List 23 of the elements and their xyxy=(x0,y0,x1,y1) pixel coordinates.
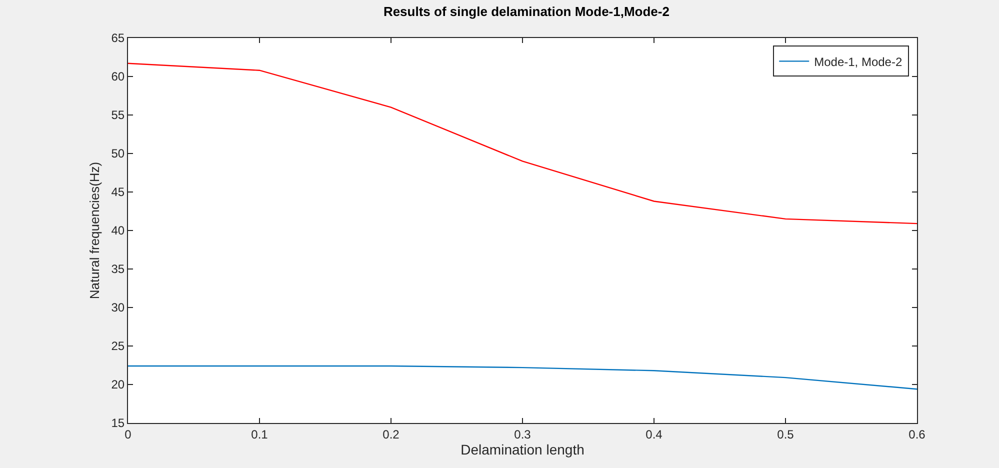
y-tick-label: 15 xyxy=(111,416,125,430)
y-tick-label: 45 xyxy=(111,185,125,200)
y-tick-label: 60 xyxy=(111,70,125,84)
legend-label: Mode-1, Mode-2 xyxy=(814,54,902,69)
y-tick-label: 30 xyxy=(111,300,125,315)
y-tick-label: 25 xyxy=(111,339,125,354)
line-series xyxy=(128,365,917,390)
y-axis-title: Natural frequencies(Hz) xyxy=(87,162,102,300)
x-tick-label: 0.5 xyxy=(777,427,794,442)
y-tick-label: 40 xyxy=(111,224,125,238)
x-tick-label: 0.1 xyxy=(251,427,268,442)
x-tick-label: 0.6 xyxy=(908,427,926,442)
x-tick-label: 0 xyxy=(124,427,132,442)
chart-title: Results of single delamination Mode-1,Mode-2 xyxy=(383,4,670,20)
y-tick-label: 20 xyxy=(111,378,125,392)
x-tick-label: 0.4 xyxy=(646,427,663,442)
x-axis-title: Delamination length xyxy=(460,442,584,458)
y-tick-label: 35 xyxy=(111,262,125,276)
x-tick-label: 0.2 xyxy=(382,427,400,442)
y-tick-label: 55 xyxy=(111,108,125,122)
x-tick-label: 0.3 xyxy=(514,427,532,442)
y-tick-label: 65 xyxy=(111,31,125,46)
y-tick-label: 50 xyxy=(111,146,125,161)
